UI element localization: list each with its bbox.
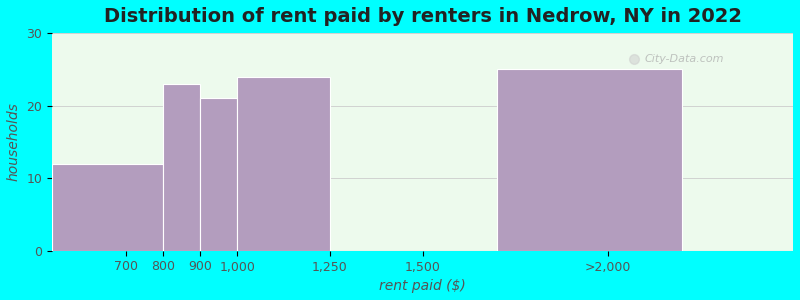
X-axis label: rent paid ($): rent paid ($): [379, 279, 466, 293]
Bar: [497, 69, 682, 251]
Bar: [163, 84, 200, 251]
Title: Distribution of rent paid by renters in Nedrow, NY in 2022: Distribution of rent paid by renters in …: [103, 7, 742, 26]
Bar: [238, 76, 330, 251]
Y-axis label: households: households: [7, 103, 21, 182]
Bar: [52, 164, 163, 251]
Bar: [200, 98, 238, 251]
Text: City-Data.com: City-Data.com: [645, 54, 724, 64]
